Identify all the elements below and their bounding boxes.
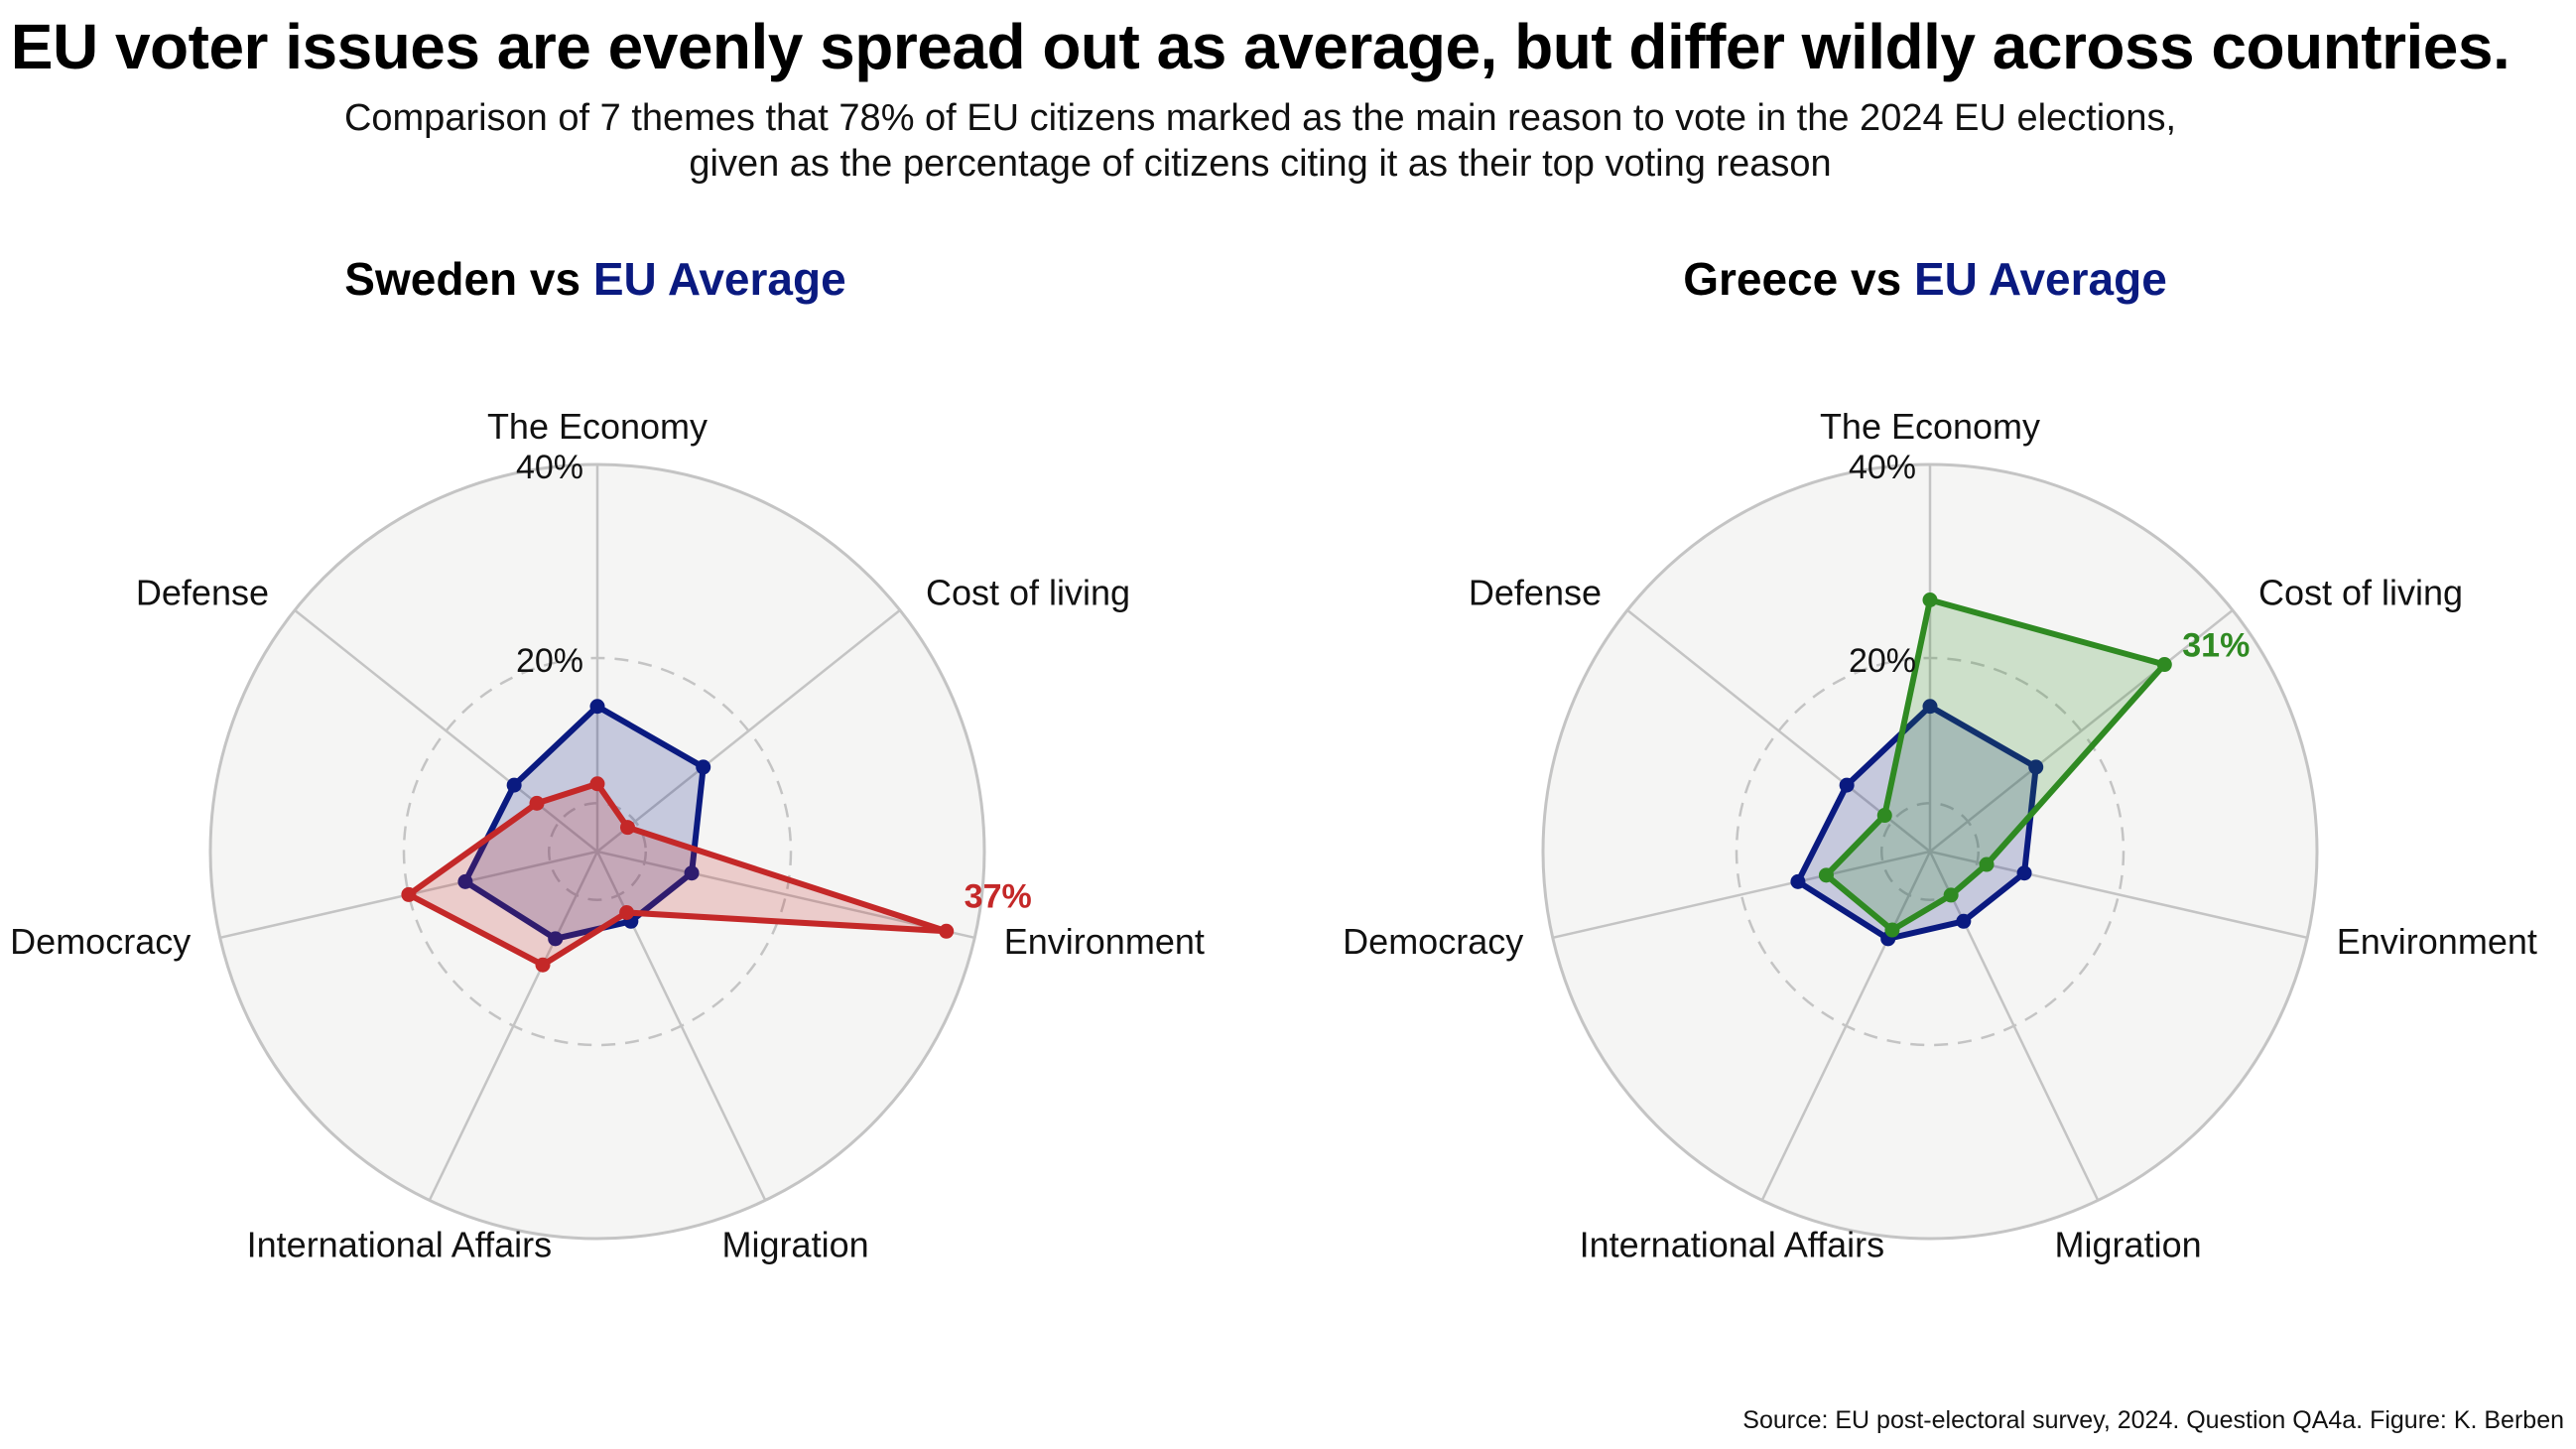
r-tick-label: 40% <box>1849 449 1916 486</box>
point-eu-average-democracy <box>1790 873 1806 889</box>
point-eu-average-the-economy <box>1922 699 1938 715</box>
subtitle-line-2: given as the percentage of citizens citi… <box>689 143 1832 185</box>
category-label: International Affairs <box>1580 1224 1885 1264</box>
category-label: Environment <box>1004 921 1205 962</box>
grid-ring <box>1880 802 1980 901</box>
radar-chart-greece: 20% 40%The Economy Cost of living Environme… <box>1343 406 2537 1264</box>
panel-title-country: Greece <box>1683 253 1839 305</box>
series-sweden-polygon <box>405 780 950 969</box>
axis-spoke <box>596 850 975 940</box>
category-label: Democracy <box>1343 921 1523 962</box>
source-note: Source: EU post-electoral survey, 2024. … <box>1742 1406 2564 1434</box>
point-greece-international-affairs <box>1884 922 1900 938</box>
panel-title-country: Sweden <box>344 253 518 305</box>
main-title: EU voter issues are evenly spread out as… <box>10 11 2511 82</box>
point-sweden-democracy <box>401 886 417 902</box>
point-sweden-environment <box>939 923 955 939</box>
panel-title-vs: vs <box>1838 253 1914 305</box>
point-eu-average-migration <box>1956 913 1972 929</box>
panel-title-eu: EU Average <box>592 253 846 305</box>
series-greece-polygon <box>1823 596 2168 934</box>
axis-spoke <box>294 608 598 853</box>
axis-spoke <box>1552 850 1931 940</box>
series-eu-average-polygon <box>1794 703 2039 942</box>
category-label: Defense <box>136 572 269 612</box>
category-label: Democracy <box>10 921 191 962</box>
panel-title-greece: Greece vs EU Average <box>1429 252 2421 306</box>
grid-ring <box>402 656 793 1047</box>
point-sweden-migration <box>619 904 635 920</box>
category-label: Migration <box>2055 1224 2202 1264</box>
point-eu-average-cost-of-living <box>696 759 711 775</box>
category-label: Cost of living <box>926 572 1130 612</box>
point-greece-defense <box>1876 808 1892 824</box>
point-eu-average-international-affairs <box>548 931 564 947</box>
category-label: Environment <box>2337 921 2537 962</box>
point-eu-average-democracy <box>457 873 473 889</box>
point-eu-average-defense <box>506 777 522 793</box>
point-sweden-the-economy <box>589 776 605 792</box>
r-tick-label: 40% <box>516 449 583 486</box>
point-eu-average-environment <box>2016 865 2032 881</box>
r-tick-label: 20% <box>516 642 583 680</box>
panel-title-vs: vs <box>517 253 593 305</box>
point-greece-the-economy <box>1922 593 1938 607</box>
point-greece-cost-of-living <box>2156 657 2172 673</box>
category-label: Cost of living <box>2258 572 2463 612</box>
category-label: The Economy <box>487 406 708 447</box>
point-greece-democracy <box>1818 867 1834 883</box>
point-greece-migration <box>1943 887 1959 903</box>
annotation-label: 31% <box>2182 627 2250 665</box>
point-eu-average-defense <box>1839 777 1855 793</box>
category-label: International Affairs <box>247 1224 553 1264</box>
grid-ring <box>1735 656 2125 1047</box>
point-sweden-cost-of-living <box>619 820 635 836</box>
radar-chart-sweden: 20% 40%The Economy Cost of living Environme… <box>10 406 1205 1264</box>
subtitle-line-1: Comparison of 7 themes that 78% of EU ci… <box>343 97 2177 139</box>
category-label: The Economy <box>1820 406 2040 447</box>
category-label: Migration <box>722 1224 869 1264</box>
grid-ring <box>548 802 647 901</box>
point-sweden-international-affairs <box>535 957 551 973</box>
panel-title-sweden: Sweden vs EU Average <box>99 252 1092 306</box>
category-label: Defense <box>1469 572 1602 612</box>
point-greece-environment <box>1979 856 1995 872</box>
point-eu-average-environment <box>684 865 700 881</box>
annotation-label: 37% <box>965 877 1032 915</box>
panel-title-eu: EU Average <box>1913 253 2167 305</box>
point-eu-average-the-economy <box>589 699 605 715</box>
r-tick-label: 20% <box>1849 642 1916 680</box>
point-sweden-defense <box>529 795 545 811</box>
point-eu-average-cost-of-living <box>2028 759 2044 775</box>
